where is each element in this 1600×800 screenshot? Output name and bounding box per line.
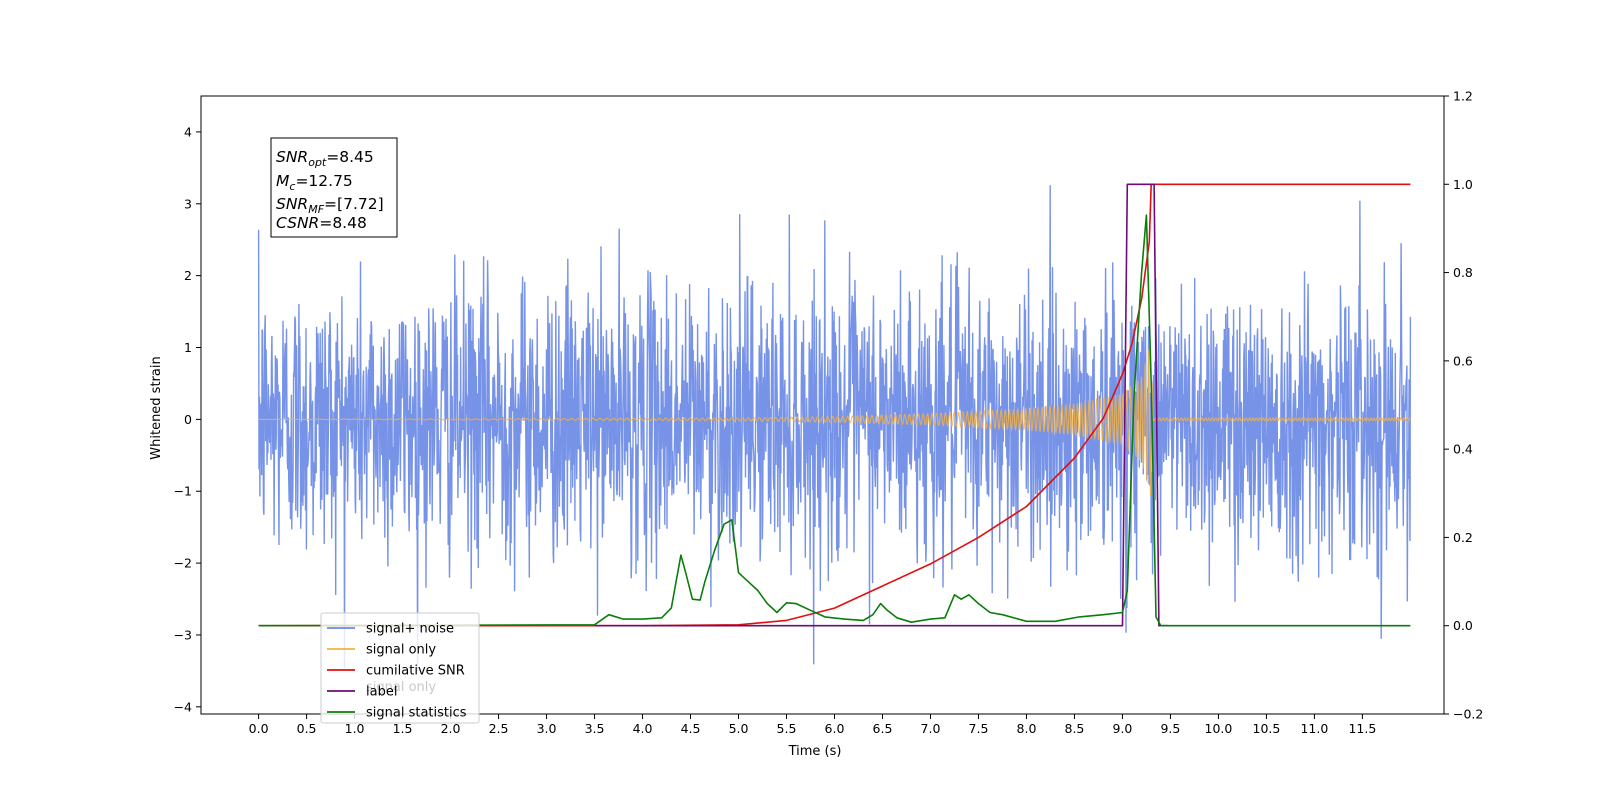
annotation-csnr: CSNR=8.48	[276, 214, 367, 232]
y2-tick-label: 0.6	[1453, 353, 1473, 368]
y-tick-label: 0	[184, 412, 192, 427]
x-tick-label: 3.0	[537, 721, 557, 736]
x-tick-label: 5.5	[777, 721, 797, 736]
plot-area	[257, 183, 1412, 672]
legend-label: signal only	[366, 643, 436, 658]
x-tick-label: 4.5	[681, 721, 701, 736]
y2-tick-label: 1.0	[1453, 177, 1473, 192]
x-tick-label: 1.0	[345, 721, 365, 736]
y-tick-label: −3	[174, 627, 192, 642]
x-tick-label: 8.0	[1017, 721, 1037, 736]
y2-tick-label: 1.2	[1453, 89, 1473, 104]
y-tick-label: 2	[184, 268, 192, 283]
x-tick-label: 11.5	[1348, 721, 1376, 736]
legend-label: cumilative SNR	[366, 664, 465, 679]
y2-tick-label: −0.2	[1453, 707, 1483, 722]
x-tick-label: 1.5	[393, 721, 413, 736]
x-tick-label: 5.0	[729, 721, 749, 736]
legend-label: signal+ noise	[366, 622, 454, 637]
x-tick-label: 10.0	[1205, 721, 1233, 736]
x-tick-label: 9.5	[1160, 721, 1180, 736]
y2-tick-label: 0.0	[1453, 618, 1473, 633]
axes-frame	[200, 95, 1445, 715]
x-tick-label: 9.0	[1113, 721, 1133, 736]
x-tick-label: 2.5	[489, 721, 509, 736]
x-tick-label: 8.5	[1065, 721, 1085, 736]
x-tick-label: 3.5	[585, 721, 605, 736]
annotation-mc: Mc=12.75	[276, 172, 353, 193]
legend-hidden-text: signal only	[366, 680, 436, 695]
y2-tick-label: 0.8	[1453, 265, 1473, 280]
x-tick-label: 10.5	[1253, 721, 1281, 736]
x-tick-label: 2.0	[441, 721, 461, 736]
y-tick-label: −4	[174, 699, 192, 714]
y2-tick-label: 0.4	[1453, 442, 1473, 457]
y-tick-label: 1	[184, 340, 192, 355]
x-tick-label: 6.5	[873, 721, 893, 736]
x-tick-label: 4.0	[633, 721, 653, 736]
axes: 0.0 0.5 1.0 1.5 2.0 2.5 3.0 3.5 4.0 4.5 5.0 5.5 6.0 6…	[174, 89, 1484, 737]
y-axis-label: Whitened strain	[149, 356, 164, 459]
x-tick-label: 0.0	[249, 721, 269, 736]
x-tick-label: 7.0	[921, 721, 941, 736]
annotation-box: SNRopt=8.45 Mc=12.75 SNRMF=[7.72] CSNR=8…	[270, 137, 398, 238]
y2-tick-label: 0.2	[1453, 530, 1473, 545]
legend-label: label	[366, 685, 397, 700]
annotation-snr-mf: SNRMF=[7.72]	[276, 195, 384, 216]
series-line-signal-statistics	[258, 214, 1411, 627]
series-line-signal-noise	[257, 185, 1412, 672]
y-tick-label: 3	[184, 196, 192, 211]
x-tick-label: 0.5	[297, 721, 317, 736]
x-tick-label: 6.0	[825, 721, 845, 736]
y-tick-label: 4	[184, 124, 192, 139]
series-line-signal-only	[258, 349, 1411, 496]
y-tick-label: −1	[174, 484, 192, 499]
x-axis-label: Time (s)	[788, 744, 842, 759]
x-tick-label: 7.5	[969, 721, 989, 736]
y-tick-label: −2	[174, 556, 192, 571]
x-tick-label: 11.0	[1300, 721, 1328, 736]
legend-label: signal statistics	[366, 706, 467, 721]
annotation-snr-opt: SNRopt=8.45	[276, 148, 374, 169]
